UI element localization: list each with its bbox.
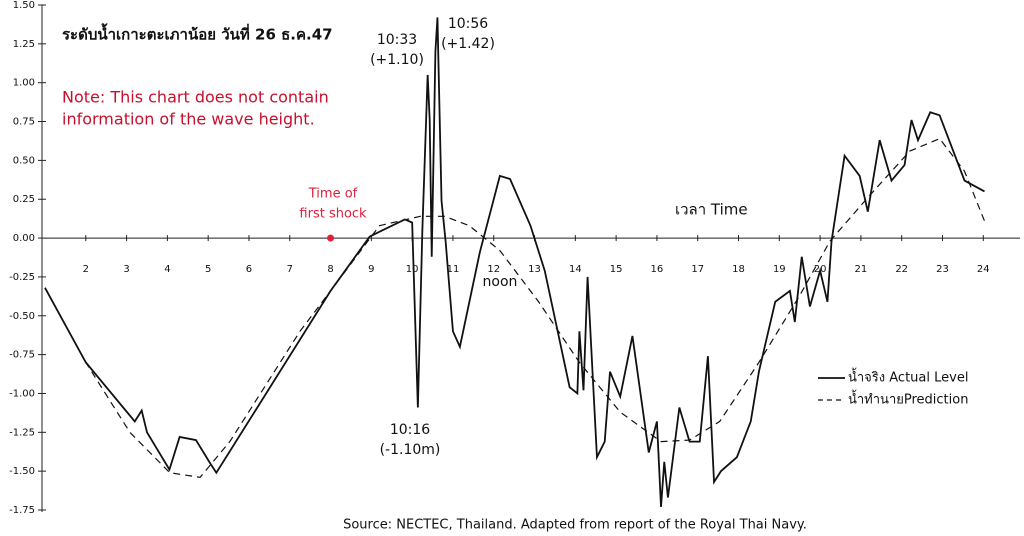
x-tick-label: 12 [487,264,500,275]
x-tick-label: 2 [83,264,89,275]
legend-label: น้ำทำนายPrediction [848,390,968,408]
x-tick-label: 24 [977,264,990,275]
x-axis-label: เวลา Time [675,201,748,219]
annotation: 10:16 [390,422,430,438]
y-tick-label: -0.50 [9,311,35,322]
x-tick-label: 4 [164,264,170,275]
series-line [44,137,986,479]
x-tick-label: 5 [205,264,211,275]
x-tick-label: 15 [610,264,623,275]
y-tick-label: -1.25 [9,427,35,438]
y-tick-label: 1.00 [13,78,35,89]
x-tick-label: 6 [246,264,252,275]
legend-label: น้ำจริง Actual Level [848,368,968,386]
note: Note: This chart does not contain [62,88,329,107]
y-tick-label: -0.75 [9,350,35,361]
annotation: (+1.10) [370,52,424,68]
x-tick-label: 11 [447,264,460,275]
y-tick-label: 0.25 [13,194,35,205]
annotation: (+1.42) [441,36,495,52]
x-tick-label: 17 [691,264,704,275]
x-tick-label: 21 [855,264,868,275]
annotation: noon [483,274,518,290]
x-tick-label: 22 [895,264,908,275]
y-tick-label: 1.50 [13,0,35,11]
annotation: first shock [299,207,367,222]
y-tick-label: -1.75 [9,505,35,516]
x-tick-label: 3 [123,264,129,275]
annotation: 10:33 [377,32,417,48]
note: information of the wave height. [62,110,315,129]
annotation: Time of [308,187,358,202]
x-tick-label: 7 [287,264,293,275]
x-tick-label: 13 [528,264,541,275]
x-tick-label: 10 [406,264,419,275]
annotation: 10:56 [448,16,488,32]
y-tick-label: -1.50 [9,466,35,477]
event-marker [327,234,335,242]
annotation: (-1.10m) [380,442,441,458]
source: Source: NECTEC, Thailand. Adapted from r… [343,518,807,533]
x-tick-label: 9 [368,264,374,275]
x-tick-label: 19 [773,264,786,275]
y-tick-label: 0.00 [13,233,35,244]
y-tick-label: 0.75 [13,117,35,128]
y-tick-label: 0.50 [13,155,35,166]
x-tick-label: 8 [327,264,333,275]
chart-title: ระดับน้ำเกาะตะเภาน้อย วันที่ 26 ธ.ค.47 [62,23,333,44]
x-tick-label: 23 [936,264,949,275]
y-tick-label: 1.25 [13,39,35,50]
x-tick-label: 14 [569,264,582,275]
y-tick-label: -1.00 [9,388,35,399]
x-tick-label: 18 [732,264,745,275]
x-tick-label: 16 [651,264,664,275]
y-tick-label: -0.25 [9,272,35,283]
